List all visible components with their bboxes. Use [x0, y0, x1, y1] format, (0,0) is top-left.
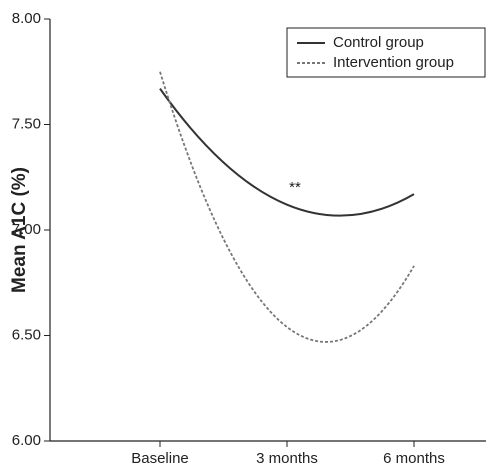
y-tick-label: 6.00 [12, 432, 41, 449]
y-tick-label: 7.00 [12, 221, 41, 238]
legend-box [286, 27, 486, 78]
x-tick-label: 3 months [256, 450, 318, 467]
legend-label: Control group [333, 34, 424, 51]
x-tick-label: 6 months [383, 450, 445, 467]
y-tick-label: 7.50 [12, 115, 41, 132]
legend-label: Intervention group [333, 54, 454, 71]
x-tick-label: Baseline [131, 450, 189, 467]
y-tick-label: 6.50 [12, 326, 41, 343]
annotation: ** [289, 179, 301, 196]
y-axis-label: Mean A1C (%) [9, 167, 30, 293]
y-tick-label: 8.00 [12, 10, 41, 27]
series-line [159, 88, 415, 217]
series-line [159, 71, 415, 343]
